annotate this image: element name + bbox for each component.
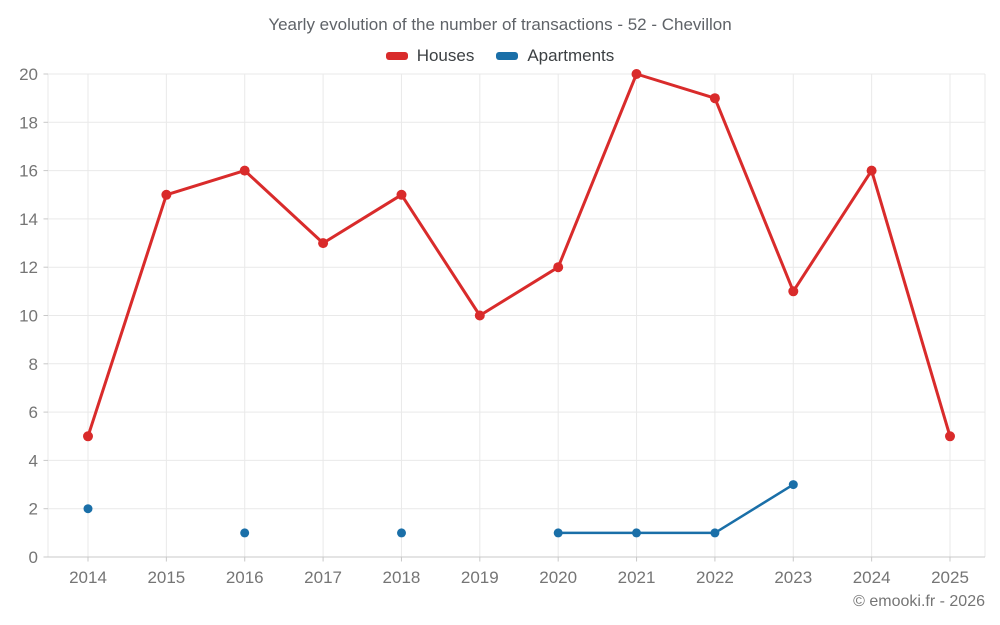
x-axis-label: 2015	[147, 568, 185, 587]
y-axis-label: 16	[19, 162, 38, 181]
y-axis-label: 14	[19, 210, 38, 229]
y-axis-label: 20	[19, 65, 38, 84]
houses-point-2020[interactable]	[553, 262, 564, 273]
apartments-legend-swatch-icon	[496, 52, 519, 60]
gridlines	[47, 73, 986, 558]
houses-point-2022[interactable]	[709, 93, 720, 104]
series-apartments	[83, 480, 798, 538]
y-axis-label: 4	[29, 451, 38, 470]
x-axis-label: 2019	[461, 568, 499, 587]
x-axis-label: 2023	[774, 568, 812, 587]
apartments-point-2016[interactable]	[240, 528, 250, 538]
x-axis-label: 2020	[539, 568, 577, 587]
houses-point-2018[interactable]	[396, 189, 407, 200]
x-axis-label: 2017	[304, 568, 342, 587]
houses-point-2019[interactable]	[474, 310, 485, 321]
y-axis-label: 12	[19, 258, 38, 277]
y-axis-label: 0	[29, 548, 38, 567]
legend-item-houses[interactable]: Houses	[385, 46, 475, 66]
y-axis-label: 18	[19, 113, 38, 132]
x-axis-label: 2021	[618, 568, 656, 587]
y-axis-label: 6	[29, 403, 38, 422]
houses-point-2021[interactable]	[631, 69, 642, 79]
y-axis-label: 8	[29, 355, 38, 374]
series-houses	[83, 69, 955, 442]
houses-point-2016[interactable]	[239, 165, 250, 176]
apartments-point-2018[interactable]	[397, 528, 406, 538]
chart-legend: Houses Apartments	[0, 46, 1000, 66]
y-axis-label: 2	[29, 500, 38, 519]
apartments-line	[556, 483, 795, 535]
apartments-point-2020[interactable]	[553, 528, 563, 538]
houses-point-2015[interactable]	[161, 189, 172, 200]
apartments-point-2023[interactable]	[788, 480, 798, 490]
y-axis-label: 10	[19, 307, 38, 326]
x-axis-label: 2024	[853, 568, 891, 587]
x-axis-label: 2014	[69, 568, 107, 587]
legend-label-houses: Houses	[416, 46, 475, 65]
x-axis-label: 2022	[696, 568, 734, 587]
houses-legend-swatch-icon	[385, 52, 408, 60]
houses-line	[86, 72, 952, 438]
legend-item-apartments[interactable]: Apartments	[496, 46, 614, 66]
legend-label-apartments: Apartments	[527, 46, 615, 65]
x-axis-label: 2025	[931, 568, 969, 587]
x-axis-label: 2016	[226, 568, 264, 587]
apartments-point-2022[interactable]	[710, 528, 720, 538]
x-axis	[43, 73, 985, 562]
houses-point-2024[interactable]	[866, 165, 877, 176]
houses-point-2023[interactable]	[788, 286, 799, 297]
axis-labels: 2014 2015 2016 2017 2018 2019 2020 2021 2022 2023…	[19, 65, 969, 587]
houses-point-2017[interactable]	[318, 238, 329, 249]
x-axis-label: 2018	[383, 568, 421, 587]
chart-title: Yearly evolution of the number of transa…	[268, 15, 732, 34]
copyright-footer: © emooki.fr - 2026	[853, 593, 985, 610]
houses-point-2025[interactable]	[945, 431, 955, 442]
apartments-point-2014[interactable]	[83, 504, 93, 514]
apartments-point-2021[interactable]	[632, 528, 641, 538]
houses-point-2014[interactable]	[83, 431, 93, 442]
